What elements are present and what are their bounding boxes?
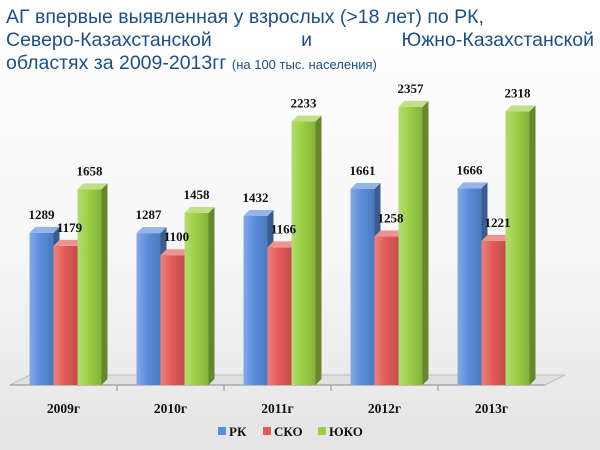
data-label-yuko-2009: 1658 — [77, 163, 104, 178]
legend-swatch — [318, 427, 326, 435]
legend-swatch — [218, 427, 226, 435]
chart-legend: РК СКО ЮКО — [218, 424, 363, 439]
bar-yuko-2011 — [291, 115, 322, 386]
chart-x-axis: 2009г 2010г 2011г 2012г 2013г — [47, 385, 508, 416]
title-line-1: АГ впервые выявленная у взрослых (>18 ле… — [6, 6, 484, 28]
legend-label: РК — [229, 424, 247, 439]
title-line-2-right: Южно-Казахстанской — [401, 29, 594, 51]
data-label-yuko-2010: 1458 — [184, 187, 211, 202]
x-tick-label-2013: 2013г — [475, 401, 508, 416]
chart-title: АГ впервые выявленная у взрослых (>18 ле… — [6, 6, 594, 76]
data-label-rk-2010: 1287 — [136, 207, 163, 222]
data-label-sko-2012: 1258 — [378, 211, 405, 226]
legend-swatch — [263, 427, 271, 435]
bar-sko-2012 — [374, 230, 405, 385]
data-label-yuko-2011: 2233 — [291, 96, 318, 111]
data-label-rk-2011: 1432 — [243, 190, 269, 205]
data-label-rk-2013: 1666 — [457, 162, 484, 177]
title-line-2-mid: и — [301, 29, 313, 51]
title-line-2: Северо-Казахстанской и Южно-Казахстанско… — [6, 29, 594, 52]
x-tick-label-2012: 2012г — [368, 401, 401, 416]
data-label-sko-2010: 1100 — [164, 229, 189, 244]
bar-yuko-2009 — [77, 183, 108, 385]
legend-label: ЮКО — [329, 424, 363, 439]
data-label-sko-2013: 1221 — [485, 215, 511, 230]
legend-label: СКО — [274, 424, 303, 439]
data-label-sko-2011: 1166 — [271, 221, 297, 236]
data-label-rk-2012: 1661 — [350, 163, 376, 178]
bar-yuko-2010 — [184, 206, 215, 385]
legend-item-yuko: ЮКО — [318, 424, 363, 439]
bar-yuko-2013 — [505, 105, 536, 385]
x-tick-label-2009: 2009г — [47, 401, 80, 416]
legend-item-rk: РК — [218, 424, 247, 439]
title-note: (на 100 тыс. населения) — [231, 57, 377, 72]
title-line-3-main: областях за 2009-2013гг — [6, 52, 227, 74]
data-label-yuko-2012: 2357 — [398, 81, 425, 96]
x-tick-label-2011: 2011г — [261, 401, 293, 416]
data-label-rk-2009: 1289 — [29, 207, 56, 222]
data-label-sko-2009: 1179 — [57, 220, 83, 235]
x-tick-label-2010: 2010г — [154, 401, 187, 416]
title-line-2-left: Северо-Казахстанской — [6, 29, 212, 51]
bar-yuko-2012 — [398, 100, 429, 386]
chart-bars — [29, 100, 536, 386]
data-label-yuko-2013: 2318 — [505, 85, 532, 100]
title-line-3: областях за 2009-2013гг (на 100 тыс. нас… — [6, 52, 594, 76]
legend-item-sko: СКО — [263, 424, 303, 439]
